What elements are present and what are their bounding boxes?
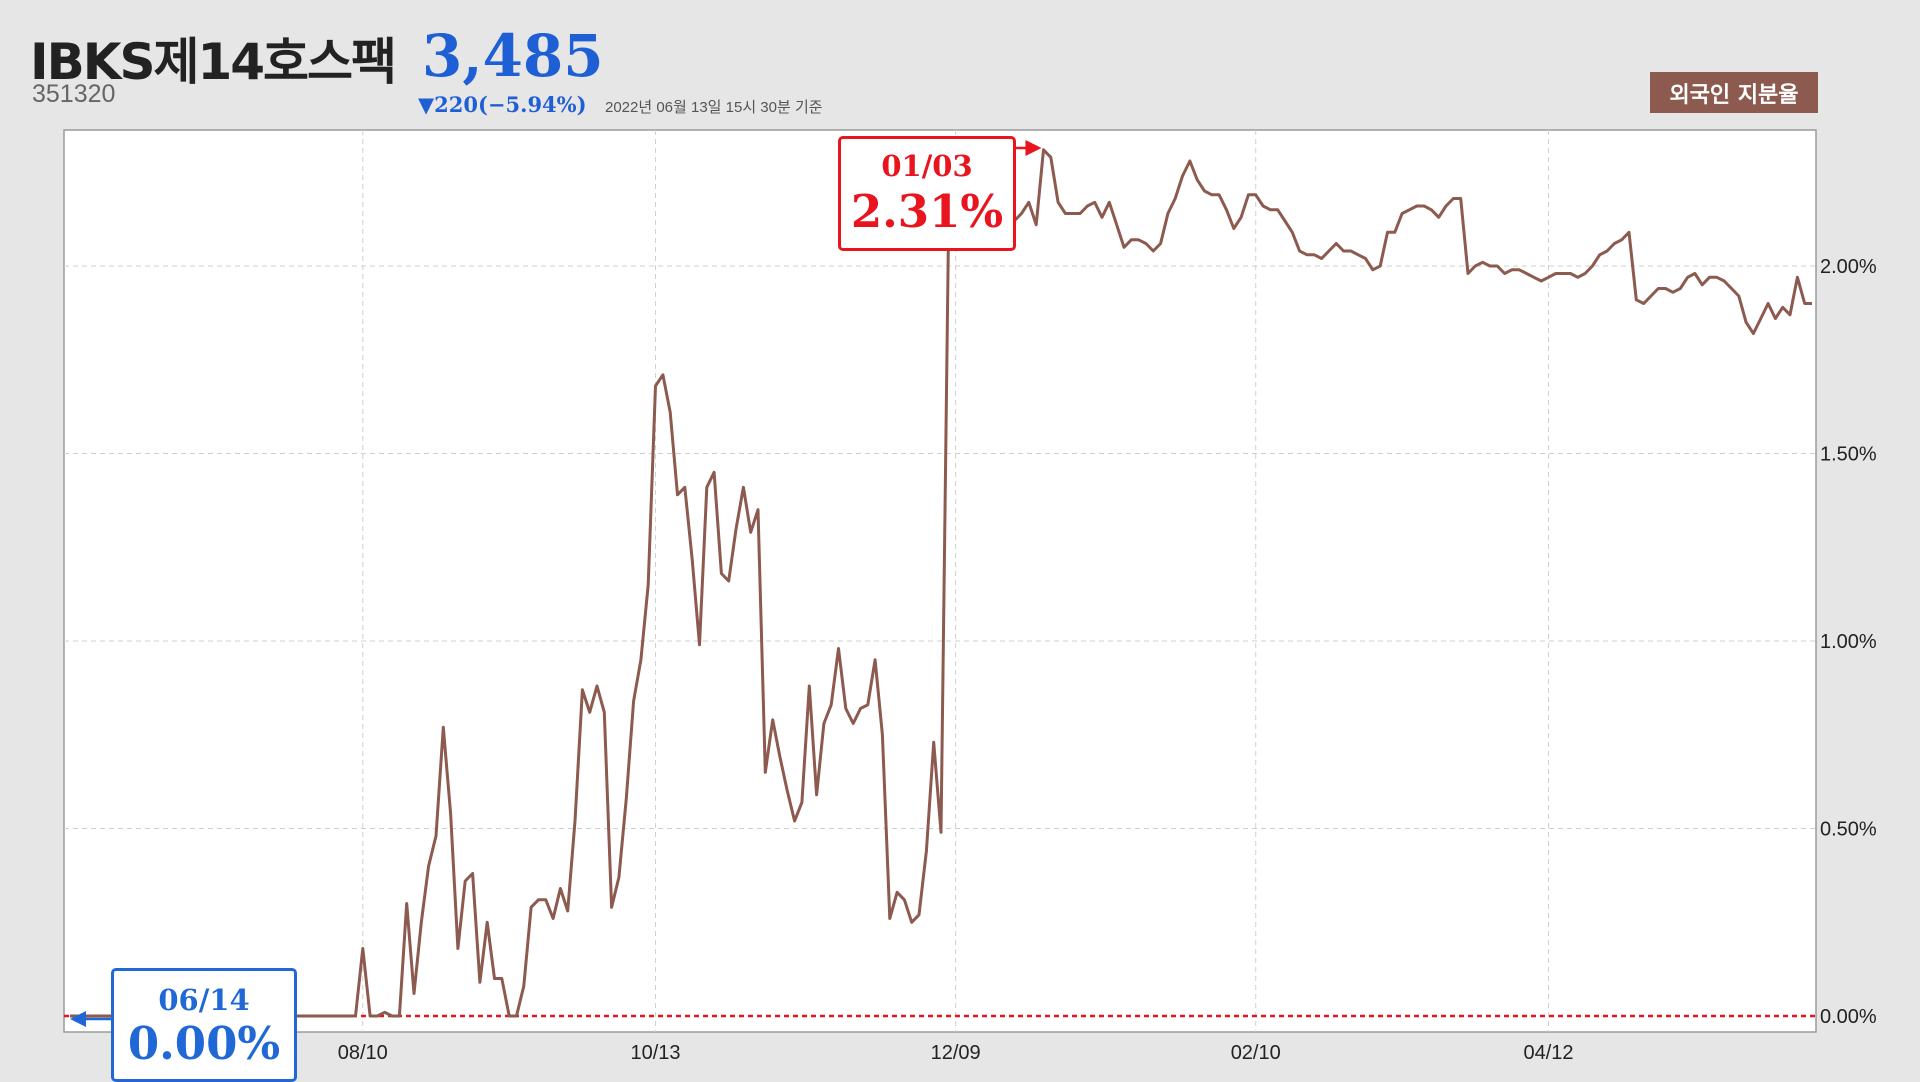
y-tick-label: 1.00% <box>1820 631 1877 653</box>
max-value-callout: 01/03 2.31% <box>838 136 1016 251</box>
stock-name: IBKS제14호스팩 <box>30 33 397 91</box>
plot-area <box>63 129 1817 1033</box>
series-line <box>70 148 1812 1018</box>
start-value-callout: 06/14 0.00% <box>111 968 297 1082</box>
y-tick-label: 0.00% <box>1820 1006 1877 1028</box>
x-tick-label: 02/10 <box>1231 1042 1281 1064</box>
y-tick-label: 0.50% <box>1820 819 1877 841</box>
y-tick-label: 2.00% <box>1820 256 1877 278</box>
start-value: 0.00% <box>127 1017 281 1070</box>
x-tick-label: 10/13 <box>631 1042 681 1064</box>
x-axis-ticks: 08/10 10/13 12/09 02/10 04/12 <box>338 1042 1574 1064</box>
stock-code: 351320 <box>32 80 116 108</box>
x-tick-label: 12/09 <box>931 1042 981 1064</box>
x-tick-label: 08/10 <box>338 1042 388 1064</box>
max-value: 2.31% <box>850 185 1004 238</box>
callout-arrows <box>70 140 1042 1027</box>
max-arrow-head <box>1025 140 1042 156</box>
start-arrow-head <box>70 1011 86 1027</box>
start-date: 06/14 <box>158 983 250 1017</box>
y-tick-label: 1.50% <box>1820 444 1877 466</box>
max-date: 01/03 <box>881 149 973 183</box>
current-price: 3,485 <box>422 22 604 90</box>
price-change: ▼220(−5.94%) <box>418 92 587 117</box>
foreign-ownership-badge: 외국인 지분율 <box>1650 72 1818 113</box>
y-axis-ticks: 0.00% 0.50% 1.00% 1.50% 2.00% <box>1820 256 1877 1028</box>
as-of-timestamp: 2022년 06월 13일 15시 30분 기준 <box>605 99 823 116</box>
x-tick-label: 04/12 <box>1523 1042 1573 1064</box>
